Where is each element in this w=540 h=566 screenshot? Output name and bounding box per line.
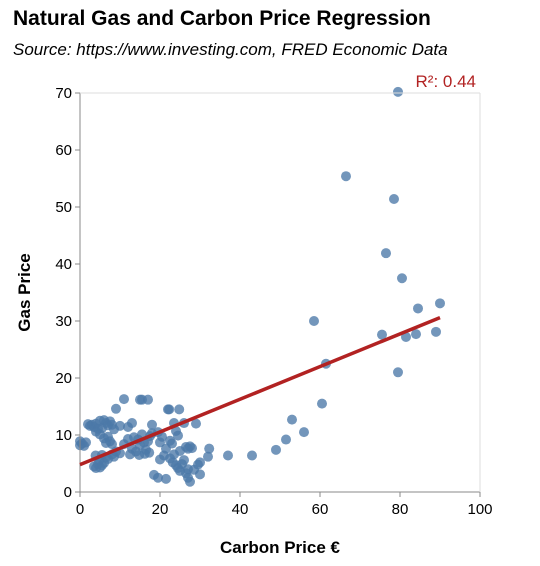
data-point xyxy=(413,303,423,313)
r-squared-label: R²: 0.44 xyxy=(416,72,476,91)
data-point xyxy=(389,194,399,204)
data-point xyxy=(397,273,407,283)
data-point xyxy=(341,171,351,181)
y-tick-label: 60 xyxy=(55,142,72,159)
data-point xyxy=(144,448,154,458)
data-point xyxy=(174,404,184,414)
data-point xyxy=(247,451,257,461)
y-tick-label: 70 xyxy=(55,85,72,102)
data-point xyxy=(309,316,319,326)
x-tick-label: 100 xyxy=(467,501,492,518)
y-axis-title: Gas Price xyxy=(15,253,34,331)
regression-line xyxy=(80,318,440,465)
data-point xyxy=(204,444,214,454)
y-tick-label: 30 xyxy=(55,313,72,330)
data-point xyxy=(271,445,281,455)
data-point xyxy=(179,455,189,465)
data-point xyxy=(185,477,195,487)
data-point xyxy=(164,404,174,414)
data-point xyxy=(107,439,117,449)
x-tick-label: 80 xyxy=(392,501,409,518)
data-point xyxy=(281,435,291,445)
data-point xyxy=(317,399,327,409)
data-point xyxy=(431,327,441,337)
data-point xyxy=(161,474,171,484)
data-point xyxy=(393,367,403,377)
data-point xyxy=(167,439,177,449)
x-tick-label: 60 xyxy=(312,501,329,518)
data-point xyxy=(155,455,165,465)
x-tick-label: 20 xyxy=(152,501,169,518)
x-tick-label: 40 xyxy=(232,501,249,518)
y-tick-label: 10 xyxy=(55,427,72,444)
regression-layer xyxy=(80,318,440,465)
data-point xyxy=(287,415,297,425)
y-tick-label: 0 xyxy=(64,484,72,501)
data-point xyxy=(119,394,129,404)
data-point xyxy=(127,418,137,428)
data-point xyxy=(195,469,205,479)
data-point xyxy=(187,443,197,453)
y-tick-label: 50 xyxy=(55,199,72,216)
data-point xyxy=(381,248,391,258)
y-tick-label: 40 xyxy=(55,256,72,273)
y-tick-label: 20 xyxy=(55,370,72,387)
data-point xyxy=(195,457,205,467)
data-point xyxy=(299,427,309,437)
data-point xyxy=(223,451,233,461)
data-point xyxy=(435,298,445,308)
points-layer xyxy=(75,87,445,487)
data-point xyxy=(393,87,403,97)
data-point xyxy=(81,437,91,447)
x-tick-label: 0 xyxy=(76,501,84,518)
x-axis-title: Carbon Price € xyxy=(220,538,341,557)
data-point xyxy=(143,395,153,405)
data-point xyxy=(173,431,183,441)
data-point xyxy=(111,404,121,414)
